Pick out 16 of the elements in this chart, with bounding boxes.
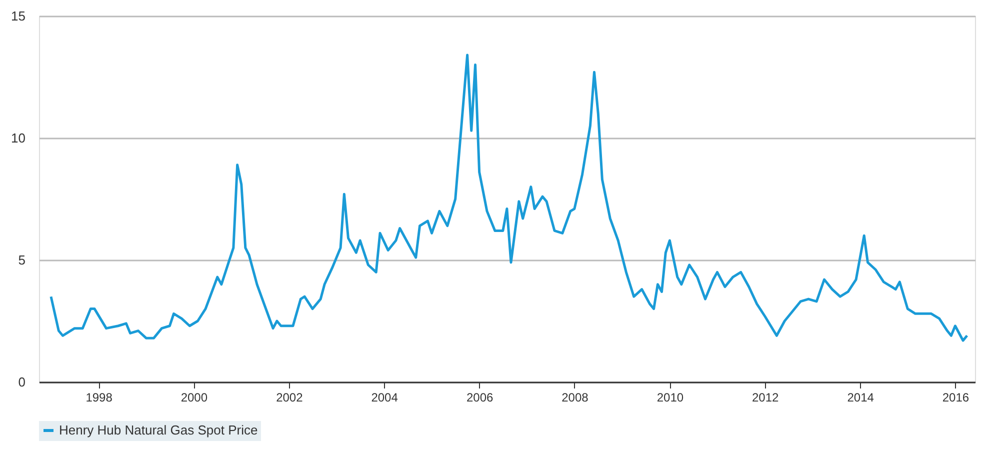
x-tick-label: 2016 [942,390,970,404]
x-tick-label: 2010 [656,390,684,404]
legend-label: Henry Hub Natural Gas Spot Price [59,422,258,438]
x-tick-label: 2012 [752,390,779,404]
x-tick-label: 2004 [371,390,398,404]
x-tick-label: 2008 [562,390,589,404]
x-tick-label: 2006 [466,390,494,404]
line-series [50,54,968,342]
x-tick-label: 2014 [847,390,874,404]
y-tick-label: 10 [11,130,26,146]
y-tick-label: 5 [18,252,26,268]
x-tick-label: 2002 [276,390,304,404]
x-tick-label: 2000 [180,390,208,404]
x-tick-label: 1998 [86,390,113,404]
y-tick-label: 15 [11,8,26,24]
y-tick-label: 0 [18,374,26,390]
